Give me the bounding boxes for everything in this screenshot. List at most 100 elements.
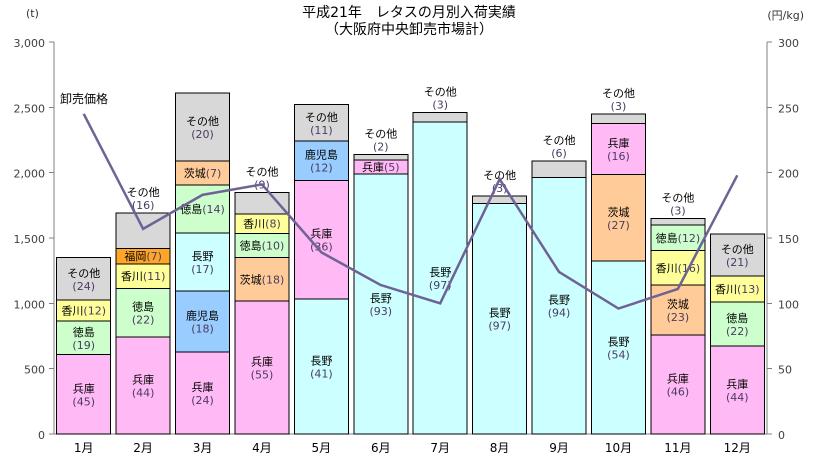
- bar-segment: [293, 179, 349, 300]
- bar-segment: [531, 176, 587, 435]
- x-axis-label: 12月: [724, 441, 751, 455]
- bar-segment-label: 鹿児島: [186, 308, 219, 322]
- bar-segment-label: 香川(12): [61, 305, 106, 318]
- bar-segment-value: (12): [310, 162, 333, 175]
- bar-segment: [709, 275, 765, 303]
- bar-segment-value: (22): [726, 325, 749, 338]
- x-axis-label: 8月: [490, 441, 510, 455]
- bar-segment-label: その他: [483, 169, 516, 182]
- bar-segment-label: 徳島: [73, 325, 95, 339]
- x-axis-label: 6月: [371, 441, 391, 455]
- x-axis-label: 7月: [430, 441, 450, 455]
- bar-segment-value: (27): [607, 219, 630, 232]
- right-axis-tick-label: 0: [778, 429, 785, 442]
- bar-segment-label: 兵庫(5): [362, 160, 400, 174]
- bar-segment: [56, 257, 112, 301]
- bar-segment-value: (41): [310, 367, 333, 380]
- bar-segment-value: (44): [726, 391, 749, 404]
- bar-segment-label: 長野: [370, 292, 392, 305]
- bar-segment-label: 徳島(10): [240, 238, 285, 252]
- right-axis-unit: (円/kg): [767, 9, 804, 22]
- bar-segment-value: (94): [548, 307, 571, 320]
- left-axis-tick-label: 2,000: [14, 168, 46, 181]
- bar-segment-label: 長野: [429, 266, 451, 279]
- bar-segment-value: (3): [611, 100, 627, 113]
- bar-segment: [293, 104, 349, 142]
- bar-segment-value: (44): [132, 386, 155, 399]
- bar-segment-value: (21): [726, 256, 749, 269]
- bar-segment: [472, 195, 528, 204]
- x-axis-label: 5月: [312, 441, 332, 455]
- bar-segment-label: その他: [127, 186, 160, 199]
- left-axis-tick-label: 2,500: [14, 102, 46, 115]
- line-series-label: 卸売価格: [60, 92, 109, 106]
- bar-segment-label: 兵庫: [73, 381, 95, 395]
- bar-segment: [412, 112, 468, 123]
- bar-segment-label: その他: [602, 87, 635, 100]
- bar-segment-value: (97): [488, 320, 511, 333]
- bar-segment-label: その他: [543, 134, 576, 147]
- bar-segment-label: 兵庫: [607, 136, 629, 150]
- right-axis-tick-label: 150: [778, 233, 799, 246]
- bar-segment-label: 兵庫: [251, 355, 273, 369]
- bar-segment-label: 鹿児島: [305, 148, 338, 162]
- left-axis-unit: (t): [26, 7, 39, 20]
- bar-segment: [590, 122, 646, 176]
- bar-segment-label: 茨城: [667, 297, 689, 311]
- x-axis-label: 4月: [252, 441, 272, 455]
- bar-segment: [175, 290, 231, 353]
- x-axis-label: 11月: [664, 441, 691, 455]
- bar-segment: [175, 351, 231, 435]
- bar-segment: [412, 121, 468, 435]
- bar-segment: [115, 336, 171, 435]
- bar-segment-value: (20): [191, 128, 214, 141]
- bar-segment-label: 長野: [548, 294, 570, 307]
- bar-segment-value: (11): [310, 124, 333, 137]
- bar-segment-value: (36): [310, 241, 333, 254]
- bar-segment: [353, 153, 409, 161]
- bar-segment-value: (45): [72, 395, 95, 408]
- right-axis-tick-label: 100: [778, 298, 799, 311]
- bar-segment: [175, 92, 231, 162]
- bar-segment-value: (16): [132, 199, 155, 212]
- bar-segment: [56, 354, 112, 435]
- bar-segment: [234, 191, 290, 215]
- left-axis-tick-label: 1,500: [14, 233, 46, 246]
- bar-segment-label: 香川(8): [243, 218, 281, 231]
- x-axis-label: 3月: [193, 441, 213, 455]
- bar-segment-label: その他: [721, 243, 754, 256]
- bar-segment-value: (17): [191, 263, 214, 276]
- left-axis-tick-label: 0: [38, 429, 45, 442]
- bar-segment-label: 徳島(12): [656, 231, 701, 245]
- bar-segment-label: 茨城(7): [184, 166, 222, 180]
- bar-segment-label: 香川(11): [121, 270, 166, 283]
- bar-segment-label: 茨城: [607, 205, 629, 219]
- bar-segment-value: (19): [72, 339, 95, 352]
- bar-segment: [115, 287, 171, 338]
- chart-title-line1: 平成21年 レタスの月別入荷実績: [302, 5, 516, 21]
- x-axis-label: 2月: [133, 441, 153, 455]
- right-axis-tick-label: 300: [778, 37, 799, 50]
- bar-segment-label: その他: [245, 165, 278, 178]
- bar-segment-value: (55): [251, 369, 274, 382]
- x-axis-label: 9月: [549, 441, 569, 455]
- bar-segment-label: 徳島: [132, 300, 154, 314]
- bar-segment-value: (46): [667, 385, 690, 398]
- bar-segment-label: 兵庫: [132, 372, 154, 386]
- bar-segment: [590, 113, 646, 124]
- bar-segment-value: (54): [607, 349, 630, 362]
- bar-segment: [709, 233, 765, 277]
- bar-segment: [115, 263, 171, 289]
- bar-segment: [590, 174, 646, 262]
- bar-segment-value: (24): [191, 394, 214, 407]
- bar-segment: [175, 184, 231, 234]
- bar-segment-label: その他: [305, 111, 338, 124]
- bar-segment-label: その他: [424, 86, 457, 99]
- price-line: [82, 113, 739, 310]
- bar-segment-label: 兵庫: [310, 227, 332, 241]
- bar-segment: [234, 257, 290, 302]
- chart-title: 平成21年 レタスの月別入荷実績 （大阪府中央卸売市場計）: [0, 5, 818, 39]
- x-axis-label: 10月: [605, 441, 632, 455]
- bar-segment-label: 香川(16): [656, 262, 701, 275]
